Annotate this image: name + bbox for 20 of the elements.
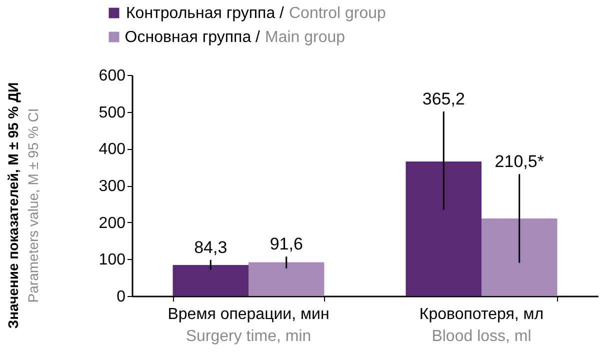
y-tick-label: 300 bbox=[98, 178, 126, 195]
data-label: 210,5* bbox=[494, 152, 544, 172]
y-tick-label: 600 bbox=[98, 68, 126, 84]
y-tick-label: 500 bbox=[98, 104, 126, 122]
y-axis-title: Значение показателей, М ± 95 % ДИ Parameters value, M ± 95 % CI bbox=[5, 82, 41, 329]
bar bbox=[172, 264, 248, 296]
data-label: 91,6 bbox=[270, 234, 303, 254]
y-tick-label: 400 bbox=[98, 141, 126, 158]
data-label: 84,3 bbox=[194, 238, 228, 257]
bar bbox=[248, 262, 324, 296]
bar bbox=[406, 161, 482, 296]
legend-label: Основная группа / Main group bbox=[124, 29, 346, 46]
category-label: Кровопотеря, мл Blood loss, ml bbox=[419, 306, 544, 345]
y-tick-label: 100 bbox=[98, 252, 126, 269]
category-label: Время операции, мин Surgery time, min bbox=[168, 306, 330, 345]
legend-label: Контрольная группа / Control group bbox=[126, 5, 386, 22]
y-tick-label: 200 bbox=[98, 214, 126, 232]
y-tick-label: 0 bbox=[116, 288, 126, 306]
data-label: 365,2 bbox=[422, 89, 465, 108]
bar bbox=[482, 218, 558, 296]
